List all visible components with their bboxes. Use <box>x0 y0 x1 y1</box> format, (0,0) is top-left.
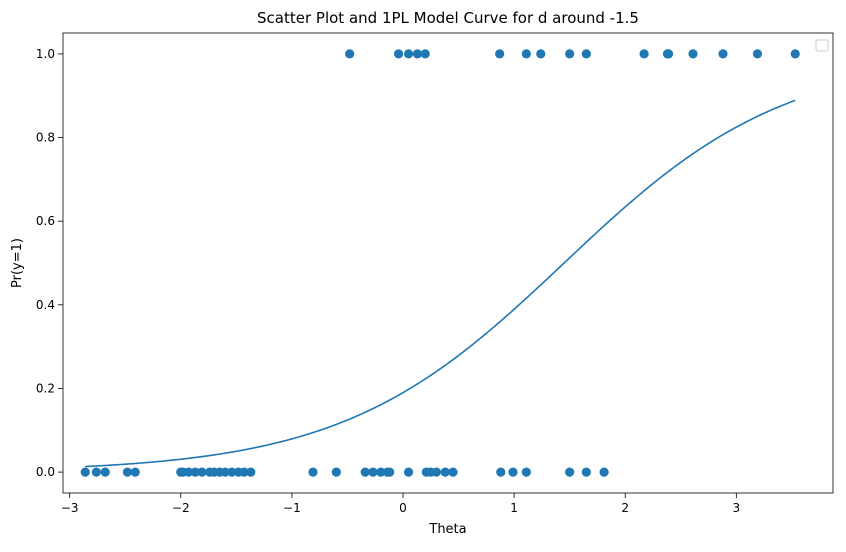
scatter-point <box>565 49 575 59</box>
scatter-point <box>331 467 341 477</box>
x-tick-label: −1 <box>283 501 301 515</box>
x-tick-label: −2 <box>172 501 190 515</box>
y-tick-label: 0.8 <box>36 131 55 145</box>
scatter-point <box>403 467 414 477</box>
x-tick-label: 3 <box>733 501 741 515</box>
legend-box <box>815 39 829 52</box>
scatter-point <box>508 467 518 477</box>
scatter-point <box>599 467 609 477</box>
scatter-point <box>420 49 430 59</box>
scatter-point <box>100 467 110 477</box>
scatter-point <box>122 467 133 477</box>
scatter-point <box>393 49 404 59</box>
x-tick-label: 1 <box>510 501 518 515</box>
scatter-point <box>581 467 591 477</box>
scatter-point <box>403 49 414 59</box>
scatter-point <box>227 467 237 477</box>
scatter-point <box>190 467 200 477</box>
scatter-point <box>536 49 546 59</box>
x-tick-label: 2 <box>621 501 629 515</box>
y-tick-label: 0.4 <box>36 298 55 312</box>
scatter-point <box>308 467 318 477</box>
scatter-point <box>345 49 355 59</box>
scatter-point <box>431 467 441 477</box>
scatter-point <box>368 467 378 477</box>
x-tick-label: −3 <box>61 501 79 515</box>
x-axis-label: Theta <box>428 522 466 537</box>
scatter-point <box>220 467 230 477</box>
scatter-point <box>581 49 591 59</box>
scatter-point <box>663 49 674 59</box>
scatter-point <box>718 49 728 59</box>
y-axis-label: Pr(y=1) <box>10 238 25 288</box>
scatter-point <box>521 467 531 477</box>
scatter-point <box>448 467 458 477</box>
scatter-point <box>246 467 256 477</box>
scatter-point <box>412 49 423 59</box>
scatter-point <box>790 49 800 59</box>
model-curve-line <box>85 99 796 468</box>
scatter-point <box>80 467 90 477</box>
scatter-point <box>440 467 450 477</box>
scatter-point <box>376 467 386 477</box>
scatter-point <box>183 467 194 477</box>
scatter-point <box>239 467 249 477</box>
plot-area <box>80 49 800 477</box>
scatter-point <box>495 49 505 59</box>
plot-frame <box>62 32 834 494</box>
scatter-point <box>752 49 763 59</box>
scatter-point <box>639 49 649 59</box>
scatter-point <box>496 467 506 477</box>
scatter-point <box>197 467 207 477</box>
scatter-point <box>91 467 101 477</box>
y-tick-label: 1.0 <box>36 47 55 61</box>
scatter-point <box>521 49 531 59</box>
x-tick-label: 0 <box>399 501 407 515</box>
scatter-point <box>385 467 395 477</box>
y-tick-label: 0.2 <box>36 381 55 395</box>
y-tick-label: 0.6 <box>36 214 55 228</box>
scatter-point <box>130 467 140 477</box>
scatter-point <box>565 467 575 477</box>
chart-title: Scatter Plot and 1PL Model Curve for d a… <box>257 9 639 27</box>
scatter-point <box>688 49 698 59</box>
y-tick-label: 0.0 <box>36 465 55 479</box>
scatter-point <box>360 467 370 477</box>
